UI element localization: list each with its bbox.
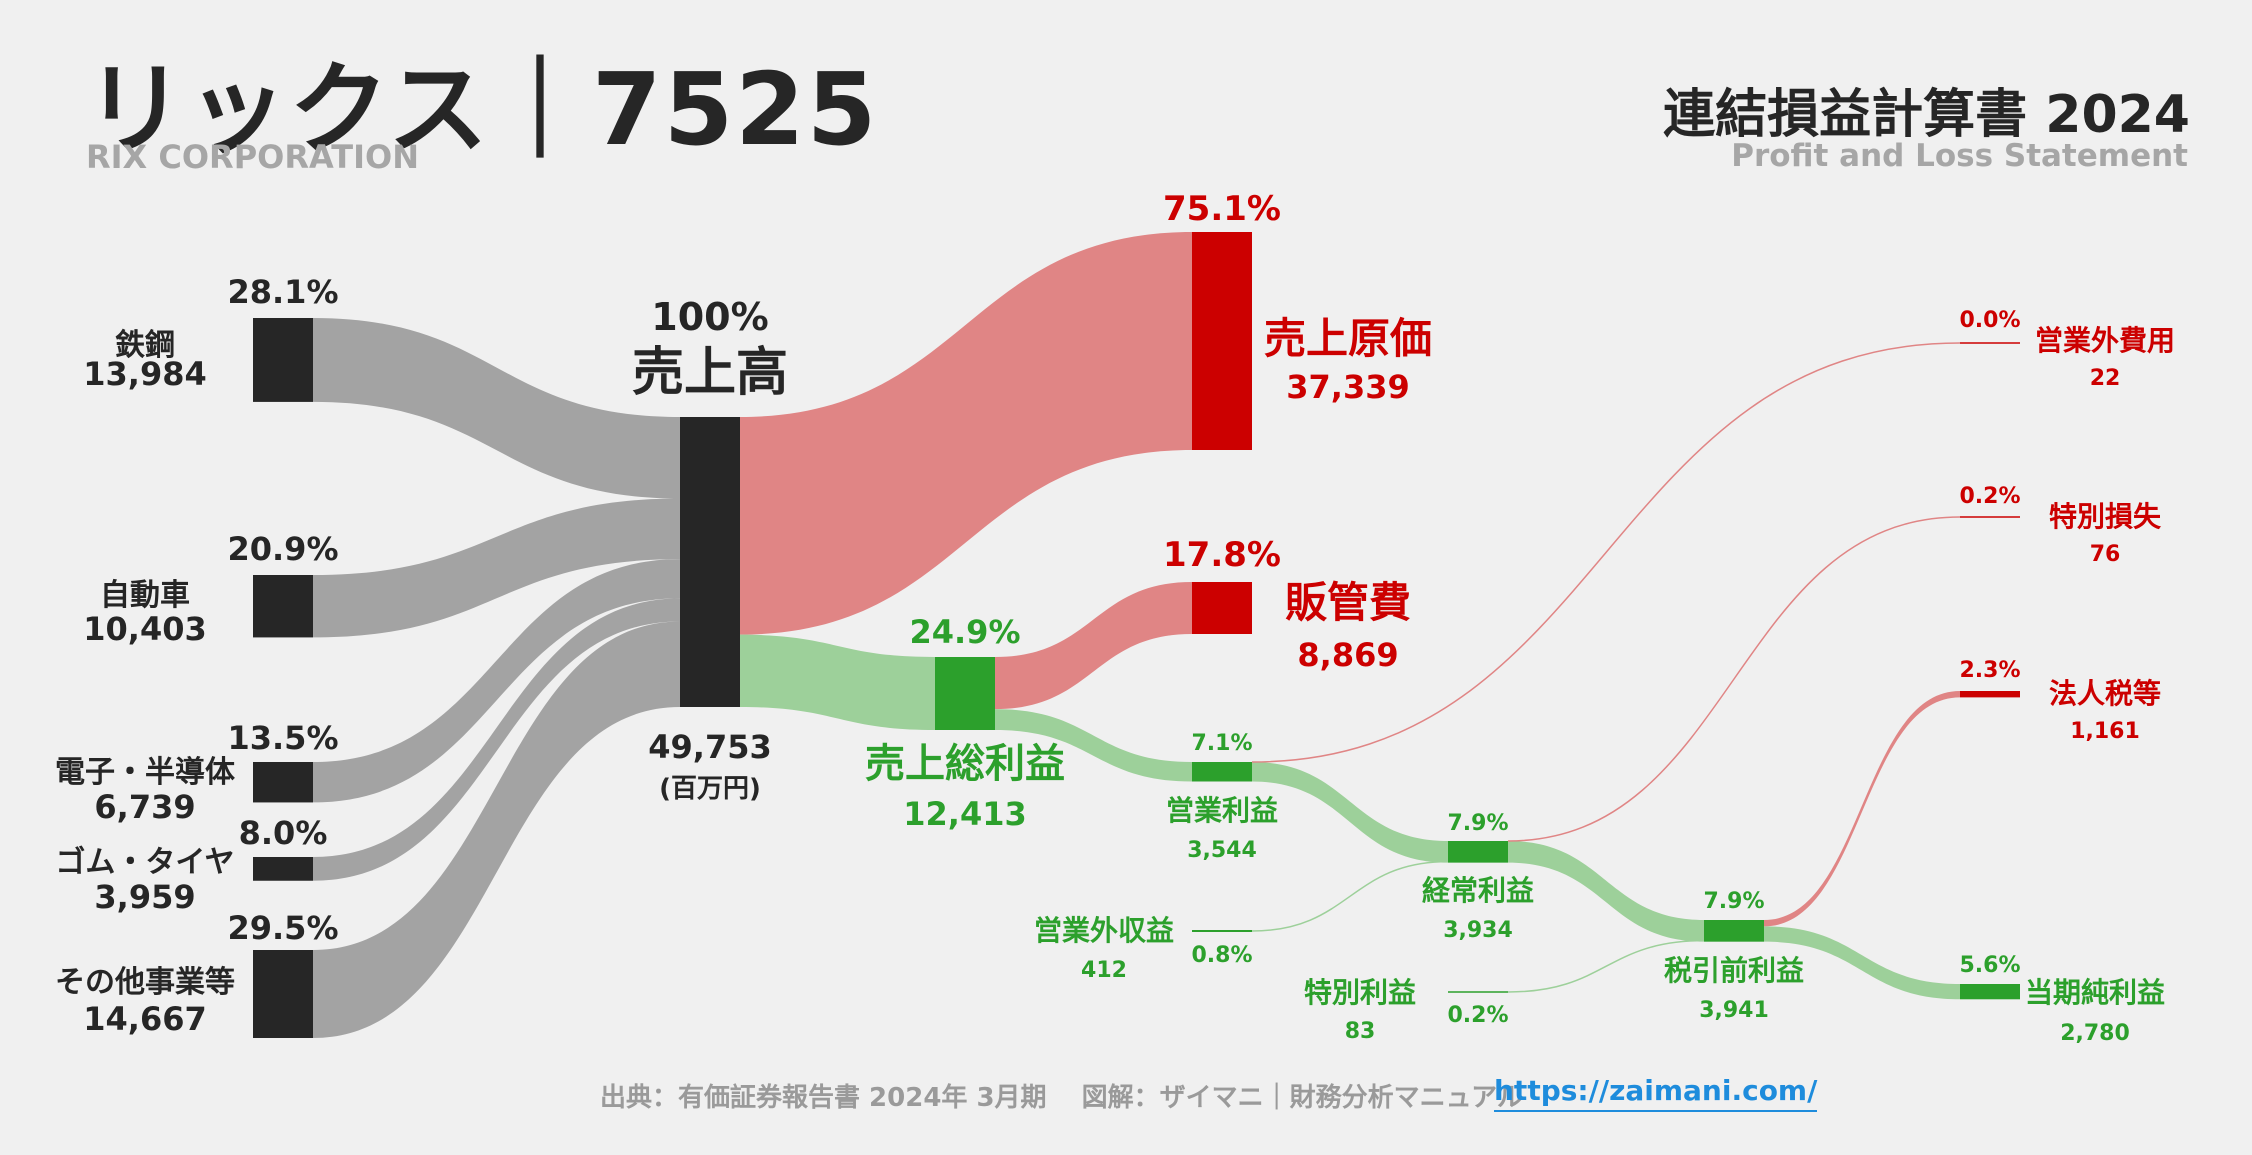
site-link[interactable]: https://zaimani.com/: [1494, 1074, 1818, 1112]
extraordinary-loss-value-label: 76: [2090, 542, 2121, 567]
revenue-name-label: 売上高: [632, 343, 788, 403]
revenue-unit-label: (百万円): [659, 774, 761, 804]
extraordinary-loss-percent-label: 0.2%: [1959, 484, 2020, 509]
operating-profit-percent-label: 7.1%: [1191, 731, 1252, 756]
segment-percent-label: 29.5%: [227, 909, 338, 947]
segment-flow: [313, 498, 680, 638]
ordinary-profit-name-label: 経常利益: [1422, 874, 1534, 907]
operating-profit-value-label: 3,544: [1187, 838, 1257, 863]
segment-value-label: 6,739: [94, 788, 195, 826]
non-operating-expenses-percent-label: 0.0%: [1959, 308, 2020, 333]
income-taxes-value-label: 1,161: [2070, 719, 2140, 744]
ordinary-profit-value-label: 3,934: [1443, 918, 1513, 943]
operating-profit-flow: [995, 709, 1192, 782]
extraordinary-income-percent-label: 0.2%: [1447, 1003, 1508, 1028]
income-taxes-name-label: 法人税等: [2049, 677, 2161, 710]
net-income-percent-label: 5.6%: [1959, 953, 2020, 978]
ordinary-profit-flow: [1252, 762, 1448, 863]
segment-value-label: 13,984: [83, 355, 206, 393]
net-income-node: [1960, 984, 2020, 1000]
segment-name-label: 自動車: [100, 578, 190, 613]
cost-of-sales-flow: [740, 232, 1192, 635]
segment-name-label: 電子・半導体: [55, 755, 236, 790]
segment-name-label: ゴム・タイヤ: [55, 845, 234, 880]
company-title: リックス｜7525: [85, 51, 879, 168]
extraordinary-income-name-label: 特別利益: [1304, 976, 1416, 1009]
revenue-percent-label: 100%: [651, 295, 768, 339]
ordinary-profit-percent-label: 7.9%: [1447, 811, 1508, 836]
extraordinary-loss-name-label: 特別損失: [2049, 500, 2162, 533]
segment-percent-label: 13.5%: [227, 719, 338, 757]
segment-flow: [313, 621, 680, 1039]
net-income-flow: [1764, 926, 1960, 1000]
sga-node: [1192, 582, 1252, 634]
gross-profit-percent-label: 24.9%: [909, 613, 1020, 651]
segment-node: [253, 762, 313, 803]
sga-flow: [995, 582, 1192, 710]
segment-name-label: その他事業等: [55, 965, 235, 1000]
gross-profit-name-label: 売上総利益: [865, 741, 1065, 787]
statement-subtitle: Profit and Loss Statement: [1731, 138, 2188, 174]
non-operating-expenses-value-label: 22: [2090, 366, 2121, 391]
segment-percent-label: 20.9%: [227, 530, 338, 568]
cost-of-sales-node: [1192, 232, 1252, 450]
extraordinary-loss-flow: [1507, 516, 1961, 842]
net-income-value-label: 2,780: [2060, 1021, 2130, 1046]
extraordinary-income-flow: [1507, 939, 1705, 993]
segment-value-label: 10,403: [83, 610, 206, 648]
non-operating-income-value-label: 412: [1081, 958, 1127, 983]
segment-flow: [313, 559, 680, 803]
sankey-nodes: [253, 232, 2020, 1039]
segment-value-label: 3,959: [94, 878, 195, 916]
sga-percent-label: 17.8%: [1163, 535, 1281, 575]
pretax-profit-node: [1704, 920, 1764, 942]
sga-name-label: 販管費: [1285, 578, 1411, 627]
cost-of-sales-percent-label: 75.1%: [1163, 189, 1281, 229]
revenue-node: [680, 417, 740, 707]
income-taxes-percent-label: 2.3%: [1959, 658, 2020, 683]
pretax-profit-percent-label: 7.9%: [1703, 889, 1764, 914]
statement-title: 連結損益計算書 2024: [1663, 85, 2190, 145]
cost-of-sales-value-label: 37,339: [1286, 368, 1409, 406]
revenue-value-label: 49,753: [648, 728, 771, 766]
segment-percent-label: 28.1%: [227, 273, 338, 311]
pretax-profit-value-label: 3,941: [1699, 998, 1769, 1023]
sankey-flows: [313, 232, 1961, 1039]
gross-profit-value-label: 12,413: [903, 795, 1026, 833]
non-operating-income-flow: [1251, 860, 1449, 932]
segment-flow: [313, 598, 680, 881]
segment-value-label: 14,667: [83, 1000, 206, 1038]
net-income-name-label: 当期純利益: [2025, 976, 2165, 1009]
non-operating-income-percent-label: 0.8%: [1191, 943, 1252, 968]
non-operating-expenses-flow: [1251, 342, 1961, 763]
segment-node: [253, 575, 313, 638]
pretax-profit-flow: [1508, 841, 1704, 942]
segment-node: [253, 318, 313, 402]
company-english-name: RIX CORPORATION: [86, 138, 419, 176]
operating-profit-node: [1192, 762, 1252, 782]
segment-percent-label: 8.0%: [239, 814, 328, 852]
source-note: 出典：有価証券報告書 2024年 3月期 図解：ザイマニ｜財務分析マニュアル: [600, 1083, 1523, 1113]
segment-name-label: 鉄鋼: [115, 328, 175, 363]
ordinary-profit-node: [1448, 841, 1508, 863]
cost-of-sales-name-label: 売上原価: [1264, 314, 1432, 363]
segment-flow: [313, 318, 680, 499]
non-operating-expenses-name-label: 営業外費用: [2035, 324, 2175, 357]
pretax-profit-name-label: 税引前利益: [1664, 954, 1804, 987]
segment-node: [253, 857, 313, 881]
operating-profit-name-label: 営業利益: [1166, 794, 1278, 827]
gross-profit-node: [935, 657, 995, 730]
sga-value-label: 8,869: [1297, 636, 1398, 674]
extraordinary-income-value-label: 83: [1345, 1019, 1376, 1044]
income-taxes-flow: [1764, 691, 1960, 927]
non-operating-income-name-label: 営業外収益: [1034, 914, 1174, 947]
gross-profit-flow: [740, 634, 935, 730]
income-taxes-node: [1960, 691, 2020, 698]
segment-node: [253, 950, 313, 1039]
